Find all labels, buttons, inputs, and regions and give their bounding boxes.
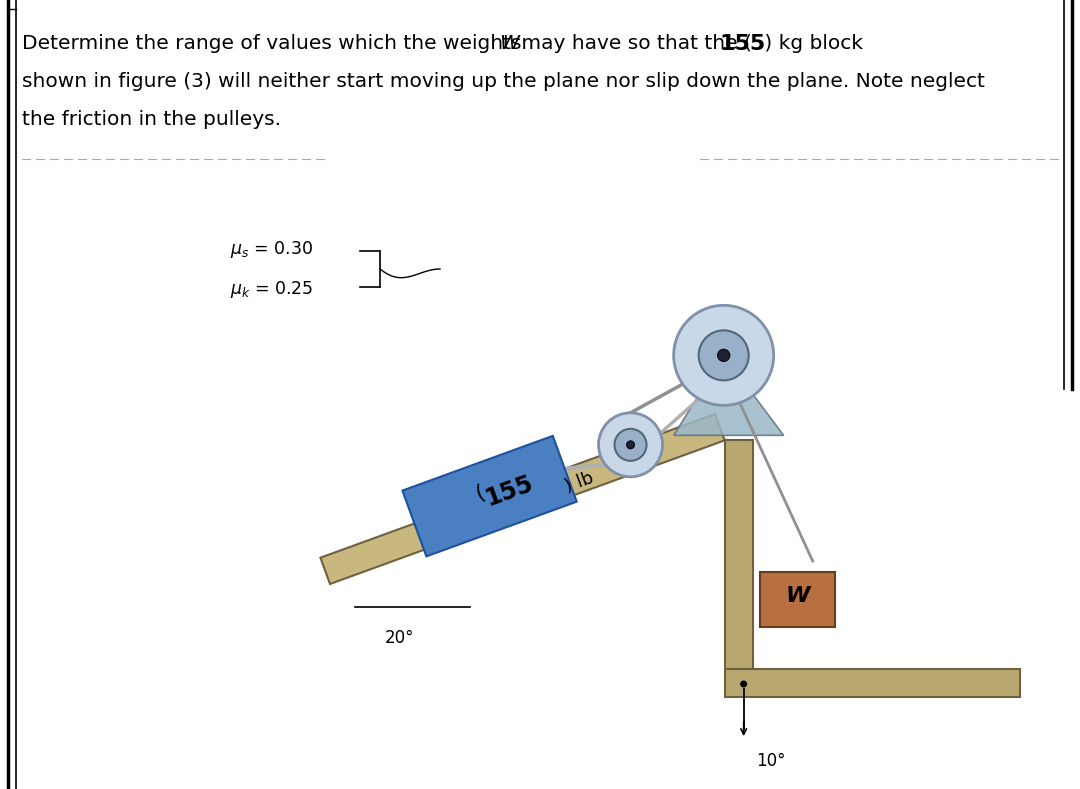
Text: W: W: [785, 586, 810, 606]
Text: ) kg block: ) kg block: [758, 34, 863, 53]
Text: 155: 155: [720, 34, 766, 54]
Text: $\mu_s$ = 0.30: $\mu_s$ = 0.30: [230, 238, 313, 260]
Circle shape: [674, 305, 773, 406]
Circle shape: [626, 441, 634, 449]
Circle shape: [699, 331, 748, 380]
Polygon shape: [725, 440, 753, 669]
Text: 10°: 10°: [756, 752, 785, 770]
Text: may have so that the (: may have so that the (: [515, 34, 758, 53]
Polygon shape: [403, 436, 577, 556]
Polygon shape: [725, 669, 1020, 697]
Circle shape: [718, 350, 730, 361]
Text: W: W: [499, 34, 518, 53]
Text: 155: 155: [483, 471, 537, 510]
Bar: [760, 571, 835, 626]
Text: the friction in the pulleys.: the friction in the pulleys.: [22, 110, 281, 129]
Polygon shape: [674, 355, 784, 436]
Text: 20°: 20°: [386, 629, 415, 647]
Text: shown in figure (3) will neither start moving up the plane nor slip down the pla: shown in figure (3) will neither start m…: [22, 72, 985, 91]
Circle shape: [740, 680, 747, 687]
Text: ) lb: ) lb: [563, 469, 596, 495]
Text: $\mu_k$ = 0.25: $\mu_k$ = 0.25: [230, 279, 312, 300]
Text: Determine the range of values which the weights: Determine the range of values which the …: [22, 34, 528, 53]
Circle shape: [615, 429, 647, 461]
Circle shape: [598, 413, 662, 477]
Polygon shape: [321, 414, 725, 584]
Text: (: (: [472, 482, 487, 504]
